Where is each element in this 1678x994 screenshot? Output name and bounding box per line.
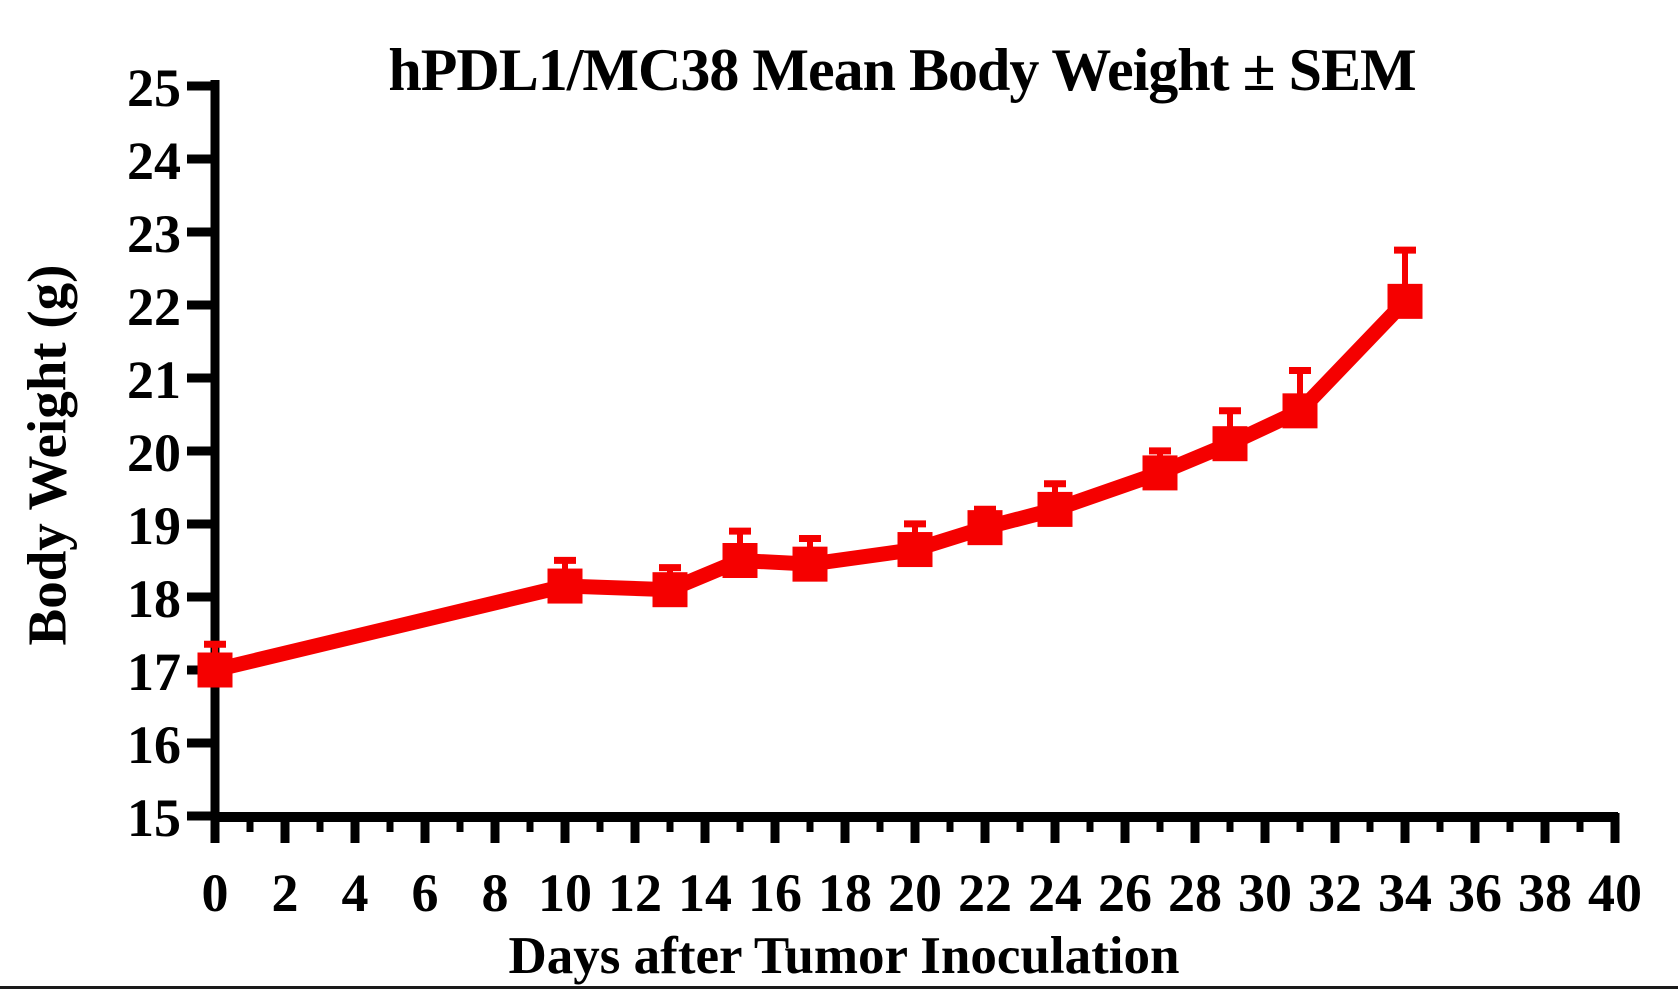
data-point-marker — [1212, 426, 1248, 462]
y-tick-label: 24 — [127, 131, 181, 191]
data-point-marker — [652, 572, 688, 608]
x-tick-label: 0 — [202, 863, 229, 923]
x-tick-label: 24 — [1028, 863, 1082, 923]
y-tick-label: 22 — [127, 277, 181, 337]
x-tick-label: 30 — [1238, 863, 1292, 923]
x-tick-label: 32 — [1308, 863, 1362, 923]
x-tick-label: 16 — [748, 863, 802, 923]
y-axis-label: Body Weight (g) — [16, 264, 78, 646]
y-tick-label: 17 — [127, 642, 181, 702]
x-tick-label: 36 — [1448, 863, 1502, 923]
series-line — [213, 296, 1411, 678]
data-point-marker — [197, 652, 233, 688]
x-tick-label: 26 — [1098, 863, 1152, 923]
x-tick-label: 20 — [888, 863, 942, 923]
data-point-marker — [1387, 283, 1423, 319]
x-tick-label: 2 — [272, 863, 299, 923]
x-axis-label: Days after Tumor Inoculation — [508, 927, 1180, 985]
data-point-marker — [1142, 455, 1178, 491]
x-tick-label: 8 — [482, 863, 509, 923]
bottom-divider-line — [0, 986, 1678, 989]
y-tick-label: 18 — [127, 569, 181, 629]
y-tick-label: 25 — [127, 58, 181, 118]
y-tick-label: 20 — [127, 423, 181, 483]
x-tick-label: 34 — [1378, 863, 1432, 923]
y-tick-label: 15 — [127, 788, 181, 848]
x-tick-label: 18 — [818, 863, 872, 923]
x-tick-label: 14 — [678, 863, 732, 923]
data-point-marker — [967, 510, 1003, 546]
chart-title: hPDL1/MC38 Mean Body Weight ± SEM — [388, 37, 1416, 103]
x-tick-label: 12 — [608, 863, 662, 923]
y-tick-label: 21 — [127, 350, 181, 410]
x-tick-label: 28 — [1168, 863, 1222, 923]
data-point-marker — [792, 546, 828, 582]
x-tick-label: 4 — [342, 863, 369, 923]
data-point-marker — [1037, 491, 1073, 527]
data-point-marker — [897, 532, 933, 568]
x-tick-label: 22 — [958, 863, 1012, 923]
x-tick-label: 38 — [1518, 863, 1572, 923]
data-point-marker — [547, 568, 583, 604]
y-tick-label: 23 — [127, 204, 181, 264]
x-tick-label: 6 — [412, 863, 439, 923]
y-tick-label: 16 — [127, 715, 181, 775]
x-tick-label: 10 — [538, 863, 592, 923]
x-tick-label: 40 — [1588, 863, 1642, 923]
data-point-marker — [1282, 393, 1318, 429]
y-tick-label: 19 — [127, 496, 181, 556]
data-point-marker — [722, 543, 758, 578]
